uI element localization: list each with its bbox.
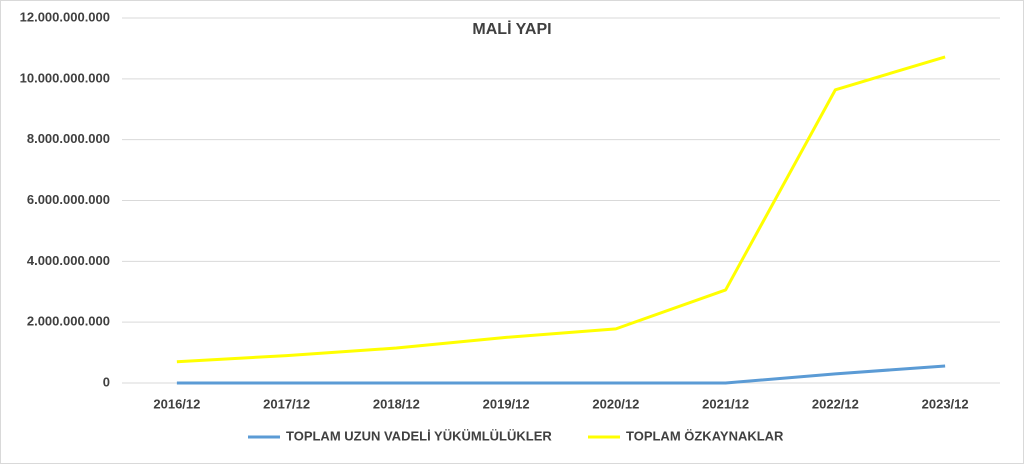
- y-tick-label: 6.000.000.000: [27, 192, 110, 207]
- x-tick-label: 2016/12: [153, 396, 200, 411]
- x-tick-label: 2023/12: [922, 396, 969, 411]
- y-tick-label: 10.000.000.000: [20, 70, 110, 85]
- series-line: [176, 364, 946, 385]
- x-tick-label: 2021/12: [702, 396, 749, 411]
- y-tick-label: 2.000.000.000: [27, 314, 110, 329]
- legend-label: TOPLAM ÖZKAYNAKLAR: [626, 428, 784, 443]
- x-tick-label: 2022/12: [812, 396, 859, 411]
- y-tick-label: 12.000.000.000: [20, 9, 110, 24]
- series-line: [176, 55, 946, 364]
- y-tick-label: 0: [103, 374, 110, 389]
- y-tick-label: 8.000.000.000: [27, 131, 110, 146]
- x-tick-label: 2020/12: [592, 396, 639, 411]
- y-tick-label: 4.000.000.000: [27, 253, 110, 268]
- x-tick-label: 2017/12: [263, 396, 310, 411]
- x-tick-label: 2018/12: [373, 396, 420, 411]
- legend-label: TOPLAM UZUN VADELİ YÜKÜMLÜLÜKLER: [286, 428, 552, 443]
- chart-title: MALİ YAPI: [472, 20, 551, 38]
- x-tick-label: 2019/12: [483, 396, 530, 411]
